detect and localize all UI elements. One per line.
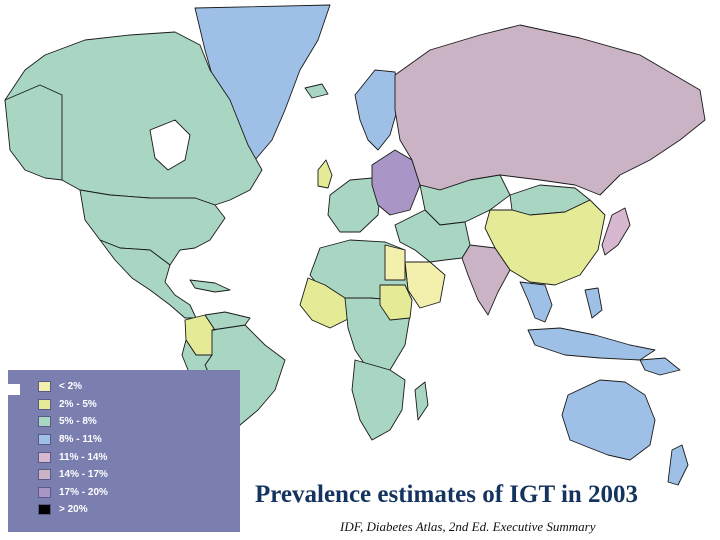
region-middle-east	[394, 209, 471, 263]
legend-swatch	[38, 398, 51, 410]
region-papua-new-guinea	[639, 357, 681, 376]
legend-swatch	[38, 504, 51, 516]
legend-item: 2% - 5%	[38, 396, 108, 414]
legend-item: 8% - 11%	[38, 431, 108, 449]
legend-label: 5% - 8%	[59, 416, 97, 428]
map-title: Prevalence estimates of IGT in 2003	[255, 481, 639, 508]
legend-item: < 2%	[38, 378, 108, 396]
legend-item: 14% - 17%	[38, 466, 108, 484]
region-indonesia	[527, 327, 656, 361]
region-india	[461, 244, 511, 316]
legend-swatch	[38, 469, 51, 481]
region-southern-africa	[351, 359, 406, 441]
region-venezuela	[204, 311, 251, 331]
legend-swatch	[38, 486, 51, 498]
legend-label: > 20%	[59, 504, 88, 516]
legend-item: 17% - 20%	[38, 484, 108, 502]
region-eastern-europe	[371, 149, 421, 216]
region-new-zealand	[667, 444, 689, 486]
source-citation: IDF, Diabetes Atlas, 2nd Ed. Executive S…	[340, 519, 596, 534]
region-scandinavia	[354, 69, 401, 151]
region-uk	[317, 159, 333, 189]
legend: < 2% 2% - 5% 5% - 8% 8% - 11% 11% - 14% 14% -…	[38, 378, 108, 519]
region-sudan	[379, 284, 413, 321]
legend-swatch	[38, 416, 51, 428]
hudson-bay	[149, 119, 191, 171]
legend-item: > 20%	[38, 501, 108, 519]
legend-swatch	[38, 451, 51, 463]
legend-label: 11% - 14%	[59, 451, 108, 463]
region-southeast-asia	[519, 281, 553, 323]
region-philippines	[584, 287, 603, 319]
legend-item: 11% - 14%	[38, 448, 108, 466]
legend-label: 17% - 20%	[59, 486, 108, 498]
legend-label: < 2%	[59, 381, 83, 393]
legend-item: 5% - 8%	[38, 413, 108, 431]
legend-swatch	[38, 381, 51, 393]
region-western-europe	[327, 177, 381, 233]
region-australia	[561, 379, 656, 461]
region-caribbean	[189, 279, 231, 293]
legend-label: 2% - 5%	[59, 398, 97, 410]
region-madagascar	[414, 381, 429, 421]
legend-swatch	[38, 434, 51, 446]
legend-label: 14% - 17%	[59, 469, 108, 481]
region-west-africa	[299, 277, 351, 329]
region-egypt	[384, 244, 406, 281]
region-iceland	[304, 83, 329, 99]
region-mexico	[99, 239, 197, 319]
legend-panel-bg	[8, 370, 240, 532]
legend-label: 8% - 11%	[59, 434, 102, 446]
region-russia	[394, 24, 706, 196]
region-japan	[601, 207, 631, 256]
region-alaska	[4, 84, 63, 181]
